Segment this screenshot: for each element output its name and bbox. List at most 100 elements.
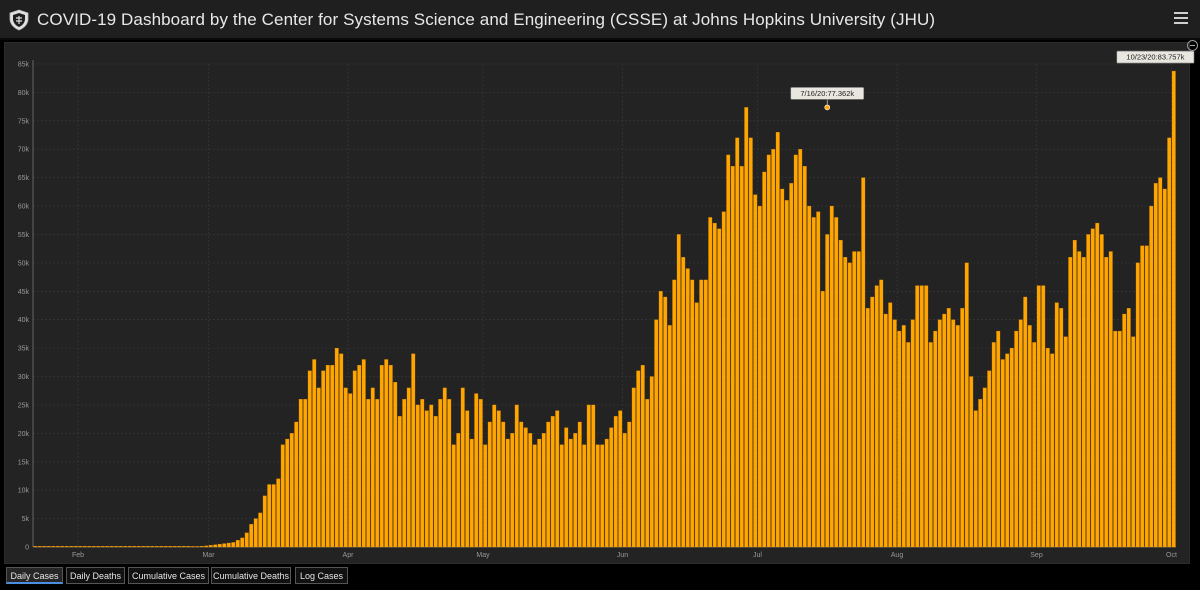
bar[interactable] bbox=[33, 546, 38, 548]
bar[interactable] bbox=[744, 107, 749, 548]
bar[interactable] bbox=[883, 313, 888, 548]
bar[interactable] bbox=[523, 427, 528, 548]
bar[interactable] bbox=[1032, 342, 1037, 548]
bar[interactable] bbox=[388, 365, 393, 548]
bar[interactable] bbox=[1086, 234, 1091, 548]
bar[interactable] bbox=[447, 399, 452, 548]
bar[interactable] bbox=[105, 546, 110, 548]
bar[interactable] bbox=[546, 421, 551, 548]
bar[interactable] bbox=[1135, 262, 1140, 548]
bar[interactable] bbox=[177, 546, 182, 548]
bar[interactable] bbox=[667, 325, 672, 548]
bar[interactable] bbox=[397, 416, 402, 548]
bar[interactable] bbox=[402, 399, 407, 548]
bar[interactable] bbox=[577, 421, 582, 548]
bar[interactable] bbox=[852, 251, 857, 548]
bar[interactable] bbox=[168, 546, 173, 548]
bar[interactable] bbox=[933, 330, 938, 548]
bar[interactable] bbox=[217, 544, 222, 548]
bar[interactable] bbox=[100, 546, 105, 548]
bar[interactable] bbox=[1018, 319, 1023, 548]
bar[interactable] bbox=[1072, 240, 1077, 548]
expand-icon[interactable] bbox=[1187, 40, 1198, 51]
bar[interactable] bbox=[1104, 257, 1109, 548]
bar[interactable] bbox=[1131, 336, 1136, 548]
bar[interactable] bbox=[996, 330, 1001, 548]
bar[interactable] bbox=[847, 262, 852, 548]
bar[interactable] bbox=[289, 433, 294, 548]
bar[interactable] bbox=[838, 240, 843, 548]
bar[interactable] bbox=[1149, 205, 1154, 548]
bar[interactable] bbox=[708, 217, 713, 548]
bar[interactable] bbox=[366, 399, 371, 548]
bar[interactable] bbox=[325, 365, 330, 548]
bar[interactable] bbox=[703, 279, 708, 548]
bar[interactable] bbox=[609, 427, 614, 548]
bar[interactable] bbox=[91, 546, 96, 548]
bar[interactable] bbox=[181, 546, 186, 548]
bar[interactable] bbox=[267, 484, 272, 548]
bar[interactable] bbox=[892, 319, 897, 548]
bar[interactable] bbox=[537, 438, 542, 548]
bar[interactable] bbox=[51, 546, 56, 548]
bar[interactable] bbox=[820, 291, 825, 548]
bar[interactable] bbox=[1113, 330, 1118, 548]
bar[interactable] bbox=[586, 404, 591, 548]
bar[interactable] bbox=[123, 546, 128, 548]
bar[interactable] bbox=[613, 416, 618, 548]
bar[interactable] bbox=[307, 370, 312, 548]
bar[interactable] bbox=[1009, 347, 1014, 548]
bar[interactable] bbox=[573, 433, 578, 548]
bar[interactable] bbox=[316, 387, 321, 548]
bar[interactable] bbox=[865, 308, 870, 548]
tab-daily-cases[interactable]: Daily Cases bbox=[6, 567, 63, 584]
bar[interactable] bbox=[987, 370, 992, 548]
bar[interactable] bbox=[379, 365, 384, 548]
bar[interactable] bbox=[681, 257, 686, 548]
bar[interactable] bbox=[109, 546, 114, 548]
bar[interactable] bbox=[361, 359, 366, 548]
bar[interactable] bbox=[60, 546, 65, 548]
bar[interactable] bbox=[834, 217, 839, 548]
bar[interactable] bbox=[172, 546, 177, 548]
bar[interactable] bbox=[478, 399, 483, 548]
bar[interactable] bbox=[784, 200, 789, 548]
tab-log-cases[interactable]: Log Cases bbox=[295, 567, 348, 584]
bar[interactable] bbox=[141, 546, 146, 548]
bar[interactable] bbox=[861, 177, 866, 548]
bar[interactable] bbox=[645, 399, 650, 548]
bar[interactable] bbox=[1077, 251, 1082, 548]
bar[interactable] bbox=[874, 285, 879, 548]
bar[interactable] bbox=[1126, 308, 1131, 548]
bar[interactable] bbox=[127, 546, 132, 548]
bar[interactable] bbox=[807, 205, 812, 548]
bar[interactable] bbox=[897, 330, 902, 548]
bar[interactable] bbox=[789, 183, 794, 548]
bar[interactable] bbox=[775, 132, 780, 548]
bar[interactable] bbox=[1108, 251, 1113, 548]
bar[interactable] bbox=[1144, 245, 1149, 548]
bar[interactable] bbox=[1095, 222, 1100, 548]
bar[interactable] bbox=[717, 228, 722, 548]
bar[interactable] bbox=[87, 546, 92, 548]
bar[interactable] bbox=[1068, 257, 1073, 548]
bar[interactable] bbox=[654, 319, 659, 548]
bar[interactable] bbox=[1050, 353, 1055, 548]
bar[interactable] bbox=[1158, 177, 1163, 548]
bar[interactable] bbox=[510, 433, 515, 548]
bar[interactable] bbox=[528, 433, 533, 548]
bar[interactable] bbox=[1153, 183, 1158, 548]
chart-bars[interactable] bbox=[33, 70, 1176, 548]
bar[interactable] bbox=[303, 399, 308, 548]
bar[interactable] bbox=[1081, 257, 1086, 548]
bar[interactable] bbox=[712, 222, 717, 548]
bar[interactable] bbox=[1090, 228, 1095, 548]
bar[interactable] bbox=[118, 546, 123, 548]
bar[interactable] bbox=[910, 319, 915, 548]
bar[interactable] bbox=[640, 365, 645, 548]
bar[interactable] bbox=[280, 444, 285, 548]
bar[interactable] bbox=[550, 416, 555, 548]
bar[interactable] bbox=[694, 302, 699, 548]
bar[interactable] bbox=[793, 154, 798, 548]
bar[interactable] bbox=[69, 546, 74, 548]
